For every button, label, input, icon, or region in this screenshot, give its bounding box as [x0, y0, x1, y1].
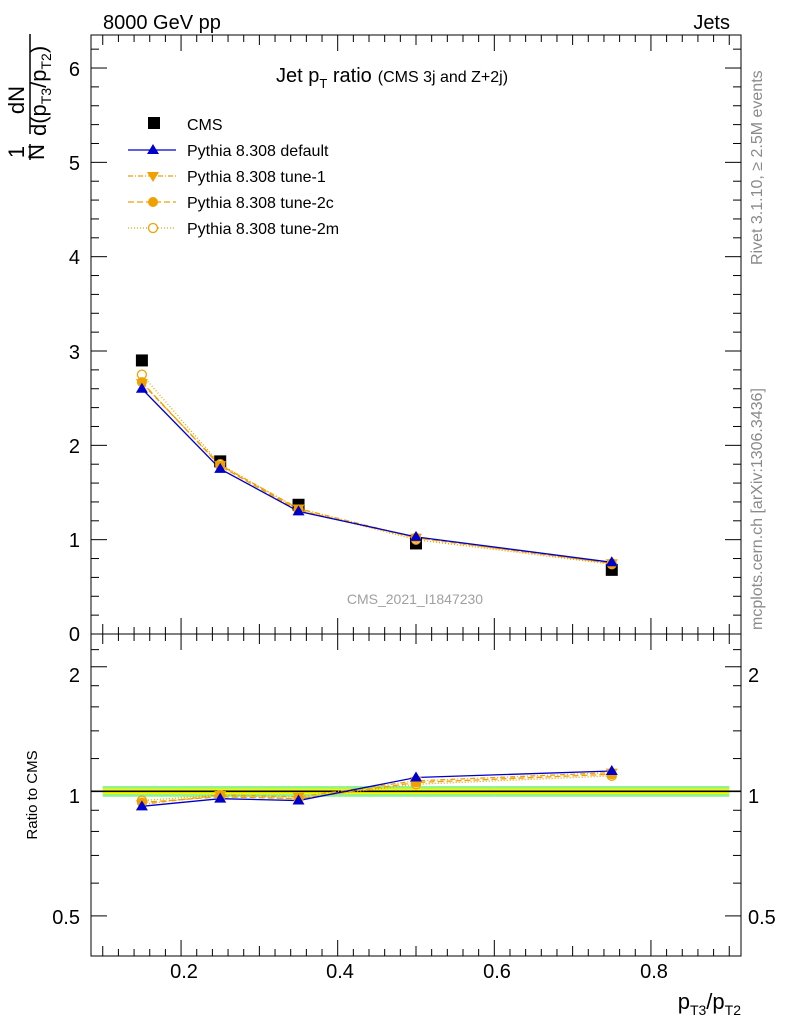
ratio-ytick-label-1: 1 [69, 786, 80, 808]
ratio-series-point-0 [214, 792, 227, 803]
ylabel-denominator-expression: d(pT3/pT2) [26, 46, 54, 136]
legend-marker-tune2m [147, 222, 159, 234]
main-series-point-1 [605, 556, 618, 567]
main-ytick-label-6: 6 [69, 59, 80, 81]
main-series-point-1 [410, 530, 422, 541]
xlabel-main: p [678, 989, 690, 1014]
ratio-series-point-0 [292, 794, 305, 805]
main-series-line-3 [141, 381, 612, 564]
ratio-axis-ticks [91, 634, 741, 956]
ylabel-close: ) [26, 46, 51, 53]
main-y-axis-ticks [91, 48, 741, 635]
legend-marker-cms [148, 117, 160, 129]
main-ytick-label-1: 1 [69, 530, 80, 552]
process-label: Jets [693, 12, 730, 34]
ratio-series-point-0 [410, 771, 422, 782]
main-ytick-label-5: 5 [69, 153, 80, 175]
legend-marker-default [147, 144, 159, 154]
main-series-point-1 [214, 462, 227, 473]
xtick-label-0.4: 0.4 [326, 961, 354, 983]
ylabel-sub-t3: T3 [38, 88, 54, 105]
title-main: Jet p [276, 65, 319, 87]
legend-marker-tune2c [148, 197, 158, 207]
xlabel-mid: /p [706, 989, 724, 1014]
legend-marker-tune1 [147, 172, 159, 182]
cms-data-point [135, 354, 148, 367]
analysis-watermark: CMS_2021_I1847230 [347, 591, 483, 607]
xlabel-sub-t3: T3 [690, 1002, 707, 1018]
main-ytick-label-3: 3 [69, 342, 80, 364]
main-x-axis-ticks [102, 35, 730, 634]
main-series-line-2 [141, 382, 612, 564]
ratio-series-point-0 [135, 800, 148, 811]
main-y-axis-label: 1 N dN d(pT3/pT2) [4, 34, 54, 160]
legend: CMS Pythia 8.308 default Pythia 8.308 tu… [128, 117, 339, 238]
ylabel-sub-t2: T2 [38, 53, 54, 70]
ratio-ytick-label-1-right: 1 [748, 786, 759, 808]
main-series-point-1 [135, 382, 148, 393]
legend-label-tune1: Pythia 8.308 tune-1 [187, 169, 326, 186]
chart-title: Jet pT ratio (CMS 3j and Z+2j) [276, 65, 508, 91]
ratio-ytick-label-05: 0.5 [52, 907, 80, 929]
ylabel-dn: dN [4, 86, 29, 114]
xtick-label-0.6: 0.6 [483, 961, 511, 983]
ratio-y-axis-label: Ratio to CMS [24, 750, 41, 839]
energy-label: 8000 GeV pp [103, 12, 221, 34]
xlabel-sub-t2: T2 [725, 1002, 742, 1018]
xtick-label-0.2: 0.2 [170, 961, 198, 983]
ratio-ytick-label-05-right: 0.5 [748, 907, 776, 929]
title-extra: (CMS 3j and Z+2j) [378, 69, 508, 86]
rivet-version-label: Rivet 3.1.10, ≥ 2.5M events [749, 70, 766, 265]
xtick-label-0.8: 0.8 [640, 961, 668, 983]
ratio-ytick-label-2-right: 2 [748, 665, 759, 687]
legend-label-cms: CMS [187, 117, 223, 134]
main-ytick-label-0: 0 [69, 624, 80, 646]
legend-label-default: Pythia 8.308 default [187, 143, 329, 160]
x-axis-label: pT3/pT2 [678, 989, 742, 1018]
main-series-line-1 [141, 388, 612, 563]
main-series-line-4 [141, 374, 612, 565]
main-series-point-1 [292, 505, 305, 516]
mcplots-label: mcplots.cern.ch [arXiv:1306.3436] [749, 388, 766, 630]
legend-label-tune2m: Pythia 8.308 tune-2m [187, 221, 339, 238]
ratio-series-point-0 [605, 764, 618, 775]
ratio-series-layer [135, 764, 618, 811]
legend-label-tune2c: Pythia 8.308 tune-2c [187, 195, 334, 212]
title-rest: ratio [327, 65, 371, 87]
main-series-layer [135, 354, 618, 576]
main-ytick-label-4: 4 [69, 247, 80, 269]
ylabel-numerator: 1 [4, 146, 29, 158]
ylabel-dd: d(p [26, 104, 51, 136]
title-subscript: T [319, 76, 327, 91]
ylabel-mid: /p [26, 70, 51, 88]
main-ytick-label-2: 2 [69, 436, 80, 458]
ratio-ytick-label-2: 2 [69, 665, 80, 687]
ylabel-denominator: N [24, 144, 49, 160]
